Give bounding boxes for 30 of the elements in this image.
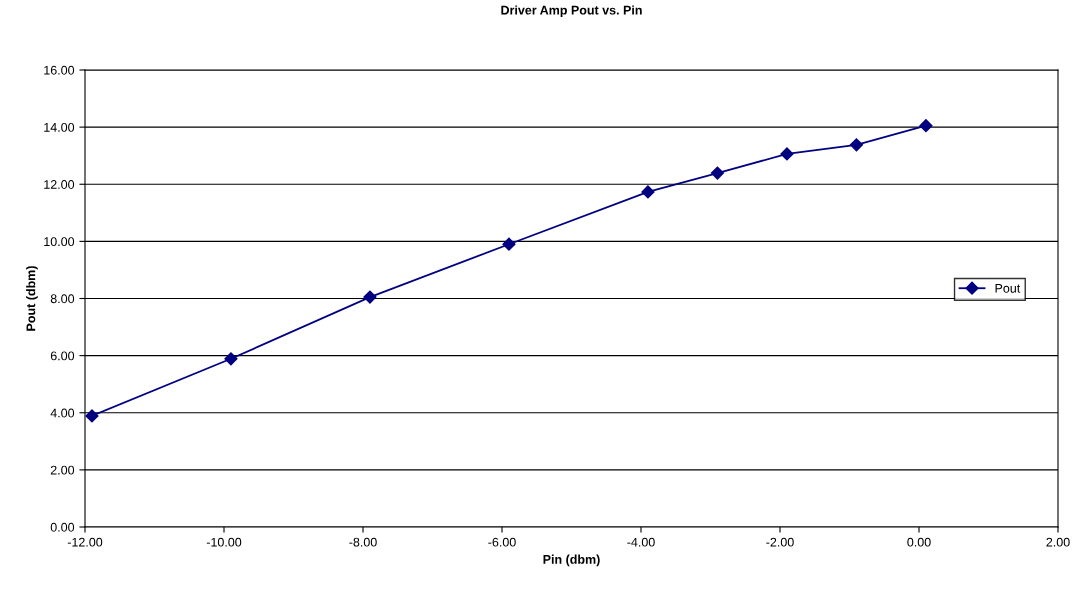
point (85, 409, 99, 423)
y-tick-label: 6.00 (50, 351, 75, 361)
x-tick-label: -2.00 (766, 537, 794, 547)
x-tick-label: -12.00 (67, 537, 103, 547)
point (641, 185, 655, 199)
point (710, 166, 725, 180)
y-tick-label: 16.00 (44, 65, 75, 75)
x-tick-label: -10.00 (206, 537, 242, 547)
point (849, 138, 864, 152)
x-tick-label: -6.00 (488, 537, 516, 547)
y-tick-label: 12.00 (44, 180, 75, 189)
legend-label: Pout (995, 283, 1021, 293)
y-tick-label: 4.00 (50, 408, 75, 418)
x-tick-label: 0.00 (907, 537, 931, 547)
x-tick-label: -8.00 (349, 537, 377, 547)
point (224, 352, 238, 366)
point (780, 147, 794, 161)
x-tick-label: 2.00 (1046, 537, 1070, 547)
point (502, 237, 516, 251)
y-axis-title: Pout (dbm) (26, 266, 38, 331)
chart-title: Driver Amp Pout vs. Pin (501, 5, 642, 18)
y-tick-label: 14.00 (44, 122, 75, 132)
point (919, 119, 933, 133)
y-tick-label: 8.00 (50, 294, 75, 304)
point (363, 290, 377, 304)
x-axis-title: Pin (dbm) (543, 554, 600, 567)
y-tick-label: 0.00 (50, 522, 75, 532)
x-tick-label: -4.00 (627, 537, 655, 547)
y-tick-label: 2.00 (50, 465, 75, 475)
y-tick-label: 10.00 (44, 237, 75, 247)
